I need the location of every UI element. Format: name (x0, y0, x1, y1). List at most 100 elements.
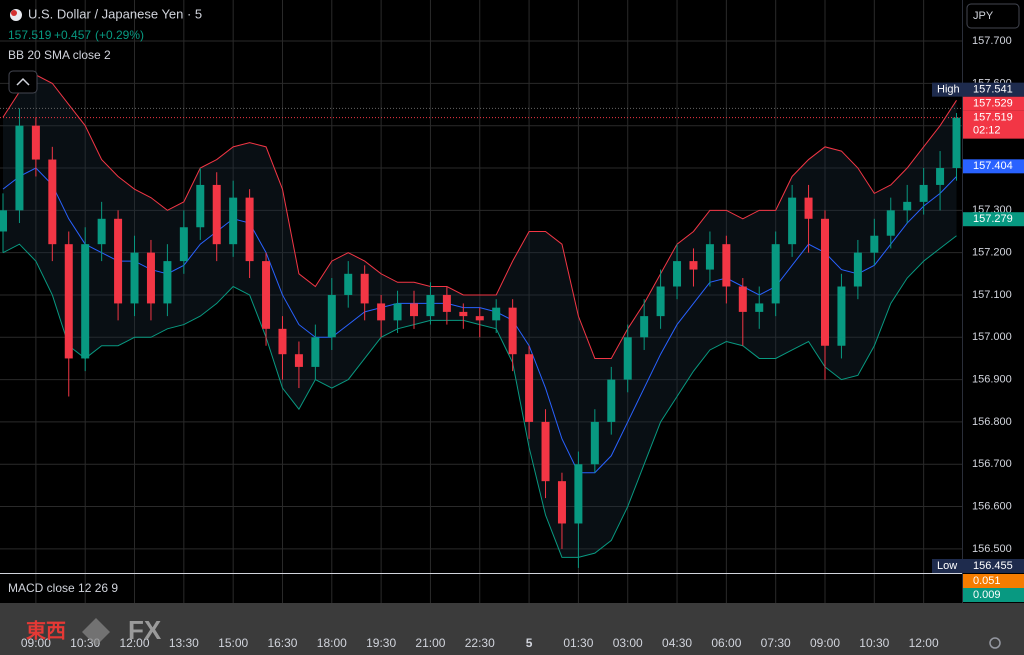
collapse-icon (16, 77, 30, 86)
price-tag-name-bg (932, 82, 963, 97)
candle-body (541, 421, 550, 482)
candle-body (853, 252, 862, 287)
macd-tag (963, 574, 1024, 588)
candle-body (771, 244, 780, 304)
candle-body (705, 244, 714, 270)
x-tick-label: 09:00 (810, 636, 840, 650)
settings-icon[interactable] (989, 637, 1001, 649)
price-tag-label: 157.519 (973, 112, 1013, 124)
x-tick-label: 03:00 (613, 636, 643, 650)
candle-body (837, 286, 846, 346)
watermark-en: FX (128, 615, 162, 645)
price-tag-name: Low (937, 560, 957, 572)
candle-body (196, 184, 205, 228)
x-tick-label: 04:30 (662, 636, 692, 650)
price-tag-label: 157.541 (973, 84, 1013, 96)
x-tick-label: 12:00 (120, 636, 150, 650)
candle-body (656, 286, 665, 317)
y-tick-label: 157.700 (972, 35, 1012, 47)
candle-body (821, 218, 829, 346)
price-tag-label: 157.529 (973, 98, 1013, 110)
symbol-title: U.S. Dollar / Japanese Yen · 5 (28, 6, 202, 21)
candle-body (788, 197, 797, 245)
price-tag (963, 96, 1024, 111)
price-tag-countdown: 02:12 (973, 125, 1001, 137)
candle-body (903, 201, 912, 211)
price-tag-name-bg (932, 559, 963, 573)
candle-body (0, 210, 7, 232)
candle-body (64, 244, 73, 359)
candle-body (97, 218, 106, 245)
candle-body (360, 273, 369, 304)
candle-body (557, 481, 566, 524)
candle-body (327, 294, 336, 338)
candle-body (936, 168, 945, 185)
plot (0, 74, 962, 568)
macd-label[interactable]: MACD close 12 26 9 (8, 581, 118, 595)
candle-body (755, 303, 764, 312)
candle-body (574, 464, 583, 524)
candle-body (294, 354, 303, 367)
candle-body (114, 218, 123, 304)
candle-body (393, 303, 402, 321)
candle-body (673, 261, 682, 287)
candle-body (804, 197, 813, 219)
price-tag (963, 212, 1024, 227)
watermark-cn: 東西 (26, 619, 66, 642)
indicator-label[interactable]: BB 20 SMA close 2 (8, 48, 111, 62)
currency-button[interactable] (966, 3, 1020, 29)
y-tick-label: 157.100 (972, 289, 1012, 301)
candle-body (919, 184, 928, 202)
x-tick-label: 12:00 (909, 636, 939, 650)
price-tag-label: 157.279 (973, 213, 1013, 225)
candle-body (377, 303, 386, 321)
candle-body (146, 252, 155, 304)
macd-tag-label: 0.051 (973, 575, 1001, 587)
x-tick-label: 13:30 (169, 636, 199, 650)
price-tag (963, 559, 1024, 573)
candle-body (738, 286, 747, 312)
candle-body (442, 294, 451, 312)
candle-body (245, 197, 254, 262)
price-tag-label: 156.455 (973, 560, 1013, 572)
x-tick-label: 21:00 (415, 636, 445, 650)
x-tick-label: 07:30 (761, 636, 791, 650)
y-tick-label: 157.200 (972, 247, 1012, 259)
price-tag-name: High (937, 84, 960, 96)
candle-body (311, 337, 320, 367)
x-tick-label: 01:30 (563, 636, 593, 650)
collapse-button[interactable] (8, 70, 38, 94)
macd-tag-label: 0.009 (973, 589, 1001, 601)
candle-body (229, 197, 238, 245)
candle-body (81, 244, 90, 359)
x-tick-label: 19:30 (366, 636, 396, 650)
watermark-logo (82, 618, 110, 646)
x-tick-label: 5 (526, 636, 533, 650)
price-tag-label: 157.404 (973, 160, 1013, 172)
currency-label: JPY (973, 10, 994, 22)
x-tick-label: 10:30 (859, 636, 889, 650)
x-tick-label: 22:30 (465, 636, 495, 650)
macd-tag (963, 588, 1024, 602)
candle-body (870, 235, 879, 253)
y-tick-label: 156.600 (972, 500, 1012, 512)
x-tick-label: 18:00 (317, 636, 347, 650)
x-tick-label: 16:30 (267, 636, 297, 650)
y-tick-label: 156.800 (972, 416, 1012, 428)
candle-body (179, 227, 188, 262)
candle-body (459, 311, 468, 317)
price-tag (963, 159, 1024, 174)
axes: 157.700157.600157.500157.400157.300157.2… (21, 35, 1024, 650)
y-tick-label: 157.000 (972, 331, 1012, 343)
candle-body (130, 252, 139, 304)
candle-body (278, 328, 287, 355)
candle-body (886, 210, 895, 236)
candle-body (262, 261, 271, 329)
x-tick-label: 06:00 (711, 636, 741, 650)
candle-body (212, 184, 221, 245)
candle-body (607, 379, 616, 422)
candle-body (623, 337, 632, 380)
candle-body (722, 244, 731, 287)
y-tick-label: 156.700 (972, 458, 1012, 470)
